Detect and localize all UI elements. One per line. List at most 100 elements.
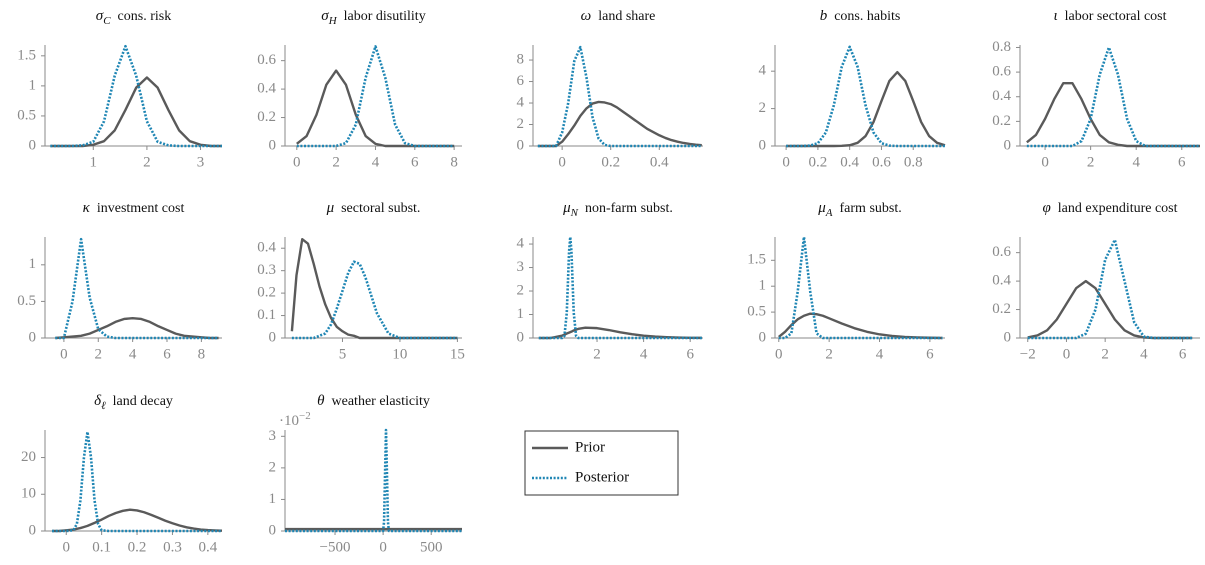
x-tick-label: 0.4	[198, 539, 217, 555]
title-symbol: δ	[94, 393, 102, 409]
subplot: μN non-farm subst. 0 1 2 3 4 2 4 6	[517, 200, 703, 362]
x-tick-label: 0	[293, 154, 301, 170]
density-line	[52, 508, 223, 533]
title-subscript: A	[825, 207, 833, 219]
y-tick-label: 1	[29, 256, 37, 272]
density-line	[1026, 46, 1200, 148]
x-tick-label: 2	[1087, 154, 1095, 170]
y-tick-label: 1	[517, 306, 525, 322]
subplot-title: σC cons. risk	[96, 8, 171, 26]
title-text: sectoral subst.	[341, 201, 420, 216]
y-tick-label: 1	[29, 77, 37, 93]
y-tick-label: 2	[517, 116, 525, 132]
title-subscript: N	[570, 207, 579, 219]
y-offset-label: ·10−2	[279, 410, 311, 430]
title-symbol: ι	[1053, 8, 1057, 24]
subplot-title: ω land share	[581, 8, 656, 24]
y-tick-label: 0	[269, 522, 277, 538]
title-text: land share	[598, 9, 655, 24]
density-line	[50, 44, 222, 148]
subplot-title: σH labor disutility	[321, 8, 425, 26]
subplot: ω land share 0 2 4 6 8 0 0.2 0.4	[517, 8, 703, 170]
y-tick-label: 0	[269, 137, 277, 153]
x-tick-label: 0.4	[840, 154, 859, 170]
density-line	[296, 45, 455, 148]
y-tick-label: 0.2	[257, 285, 276, 301]
y-tick-label: 0	[29, 137, 37, 153]
y-tick-label: 1.5	[747, 252, 766, 268]
x-tick-label: 0	[60, 346, 68, 362]
legend: Prior Posterior	[524, 430, 679, 496]
density-line	[778, 312, 943, 340]
x-tick-label: 2	[593, 346, 601, 362]
title-subscript: H	[328, 15, 338, 27]
title-symbol: φ	[1042, 200, 1050, 216]
density-line	[1026, 81, 1200, 148]
y-tick-label: 2	[269, 459, 277, 475]
density-line	[291, 260, 458, 340]
x-tick-label: 500	[420, 539, 443, 555]
density-line	[50, 76, 222, 148]
x-tick-label: 6	[926, 346, 934, 362]
legend-label: Posterior	[575, 469, 629, 485]
title-symbol: κ	[83, 200, 91, 216]
y-tick-label: 0.5	[17, 107, 36, 123]
y-tick-label: 0	[1004, 137, 1012, 153]
density-line	[55, 237, 219, 340]
title-text: land expenditure cost	[1058, 201, 1178, 216]
x-tick-label: 15	[450, 346, 465, 362]
y-tick-label: 0	[29, 329, 37, 345]
x-tick-label: 4	[640, 346, 648, 362]
y-tick-label: 0.2	[992, 301, 1011, 317]
y-offset-base: ·10	[279, 413, 299, 429]
subplot: θ weather elasticity 0 1 2 3 −500 0 500 ·10−2	[269, 393, 462, 555]
density-line	[1027, 279, 1193, 340]
title-text: land decay	[113, 394, 173, 409]
subplot: δℓ land decay 0 10 20 0 0.1 0.2 0.3 0.4	[21, 393, 223, 555]
y-tick-label: 2	[517, 282, 525, 298]
x-tick-label: 6	[411, 154, 419, 170]
y-tick-label: 6	[517, 73, 525, 89]
subplot: κ investment cost 0 0.5 1 0 2 4 6 8	[17, 200, 222, 362]
subplot-title: b cons. habits	[820, 8, 901, 24]
y-offset-exp: −2	[299, 410, 311, 422]
x-tick-label: 0	[379, 539, 387, 555]
title-text: non-farm subst.	[585, 201, 673, 216]
x-tick-label: 0.3	[163, 539, 182, 555]
y-tick-label: 0	[517, 329, 525, 345]
x-tick-label: 6	[686, 346, 694, 362]
density-line	[778, 235, 943, 340]
x-tick-label: 0	[1041, 154, 1049, 170]
x-tick-label: 4	[129, 346, 137, 362]
y-tick-label: 0.6	[992, 64, 1011, 80]
subplot-title: δℓ land decay	[94, 393, 173, 411]
density-line	[296, 69, 455, 148]
density-line	[285, 428, 462, 533]
y-tick-label: 3	[517, 259, 525, 275]
y-tick-label: 0.8	[992, 39, 1011, 55]
title-symbol: σ	[96, 8, 104, 24]
title-text: weather elasticity	[332, 394, 430, 409]
legend-label: Prior	[575, 439, 605, 455]
subplot: ι labor sectoral cost 0 0.2 0.4 0.6 0.8 0 2 4 6	[992, 8, 1200, 170]
density-line	[52, 430, 222, 533]
density-line	[1027, 238, 1193, 340]
y-tick-label: 0.6	[992, 244, 1011, 260]
x-tick-label: 0.2	[128, 539, 147, 555]
x-tick-label: 2	[825, 346, 833, 362]
y-tick-label: 0.2	[992, 113, 1011, 129]
title-subscript: ℓ	[101, 400, 106, 412]
y-tick-label: 0.3	[257, 262, 276, 278]
x-tick-label: 0.6	[872, 154, 891, 170]
x-tick-label: 5	[339, 346, 347, 362]
y-tick-label: 3	[269, 428, 277, 444]
subplot: b cons. habits 0 2 4 0 0.2 0.4 0.6 0.8	[759, 8, 946, 170]
density-line	[537, 100, 702, 148]
y-tick-label: 2	[759, 100, 767, 116]
title-symbol: μ	[326, 200, 335, 216]
subplot-title: ι labor sectoral cost	[1053, 8, 1166, 24]
subplot-title: θ weather elasticity	[317, 393, 430, 409]
y-tick-label: 4	[517, 235, 525, 251]
x-tick-label: 6	[1178, 154, 1186, 170]
x-tick-label: 2	[143, 154, 151, 170]
